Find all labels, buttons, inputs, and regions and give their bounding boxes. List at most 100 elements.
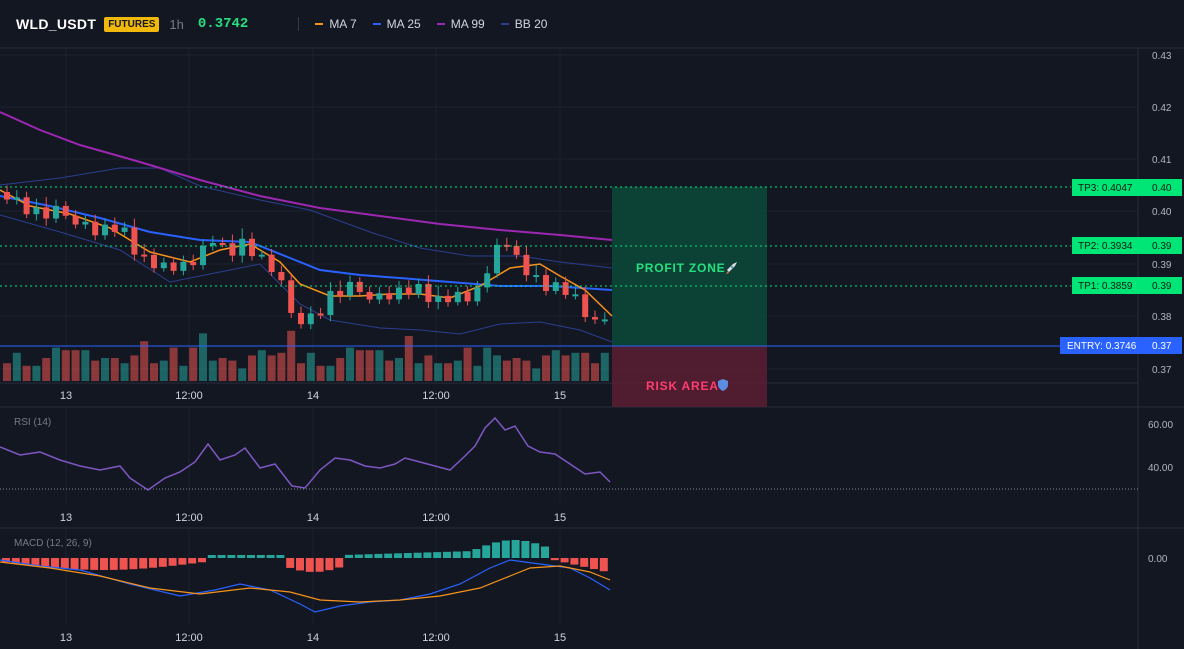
legend-ma25[interactable]: MA 25: [372, 17, 421, 31]
volume-bar: [32, 365, 41, 381]
profit-zone-label: PROFIT ZONE: [636, 261, 725, 275]
macd-histogram-bar: [256, 555, 265, 558]
time-tick: 13: [60, 390, 72, 402]
macd-histogram-bar: [80, 558, 89, 570]
volume-bar: [591, 363, 599, 381]
candle-body: [601, 319, 608, 322]
time-tick: 13: [60, 632, 72, 644]
legend-bb20[interactable]: BB 20: [500, 17, 548, 31]
macd-histogram-bar: [266, 555, 275, 558]
candle-body: [572, 294, 579, 297]
candle-body: [562, 282, 569, 295]
candle-body: [298, 312, 304, 325]
volume-bar: [336, 358, 345, 381]
macd-histogram-bar: [129, 558, 138, 570]
volume-bars: [3, 330, 609, 381]
moving-averages: [0, 111, 613, 317]
macd-histogram-bar: [21, 558, 30, 565]
volume-bar: [101, 358, 109, 381]
macd-histogram-bar: [109, 558, 118, 570]
candle-body: [160, 262, 167, 269]
macd-histogram-bar: [31, 558, 40, 566]
shield-icon: [718, 379, 728, 391]
rsi-path: [0, 416, 611, 491]
line-swatch-icon: [500, 23, 509, 25]
candle-body: [121, 227, 128, 232]
volume-bar: [326, 365, 335, 381]
macd-histogram-bar: [286, 558, 295, 568]
macd-histogram-bar: [472, 549, 481, 558]
candle-body: [337, 290, 344, 296]
rsi-line: [0, 416, 611, 491]
macd-histogram-bar: [433, 552, 442, 558]
symbol-name[interactable]: WLD_USDT: [16, 16, 97, 32]
legend-ma7[interactable]: MA 7: [315, 17, 357, 31]
macd-histogram-bar: [364, 554, 373, 558]
candle-body: [151, 254, 157, 269]
candle-body: [111, 224, 118, 232]
macd-histogram-bar: [158, 558, 167, 567]
macd-histogram-bar: [305, 558, 314, 572]
indicator-legend: MA 7 MA 25 MA 99 BB 20: [315, 17, 563, 31]
risk-zone[interactable]: [612, 346, 767, 407]
volume-bar: [208, 360, 217, 381]
macd-histogram-bar: [119, 558, 128, 570]
legend-ma99[interactable]: MA 99: [436, 17, 485, 31]
candle-body: [523, 254, 530, 276]
macd-histogram-bar: [443, 551, 451, 558]
candle-body: [4, 192, 10, 200]
time-tick: 12:00: [422, 390, 450, 402]
volume-bar: [512, 358, 521, 381]
tp2-axis-box: [1142, 237, 1182, 254]
macd-histogram-bar: [51, 558, 59, 568]
timeframe-selector[interactable]: 1h: [169, 16, 184, 32]
futures-badge: FUTURES: [104, 16, 160, 32]
macd-histogram-bar: [198, 558, 206, 563]
candle-body: [200, 245, 206, 266]
macd-histogram-bar: [41, 558, 50, 567]
macd-histogram-bar: [482, 545, 491, 558]
volume-bar: [463, 347, 472, 381]
macd-histogram-bar: [580, 558, 589, 567]
volume-bar: [179, 365, 188, 381]
volume-bar: [571, 352, 580, 381]
volume-bar: [414, 363, 423, 381]
volume-bar: [22, 365, 31, 381]
macd-histogram-bar: [374, 553, 383, 558]
candle-body: [307, 313, 314, 325]
candle-body: [53, 205, 59, 219]
macd-histogram-bar: [227, 555, 236, 558]
price-tick: 0.37: [1152, 365, 1172, 376]
macd-histogram-bar: [452, 551, 461, 558]
entry-label: ENTRY: 0.3746: [1067, 341, 1137, 352]
tp1-label-box: [1072, 277, 1142, 294]
volume-bar: [130, 355, 139, 381]
candle-body: [592, 317, 598, 320]
candlesticks: [4, 185, 608, 330]
candle-body: [513, 245, 520, 255]
macd-histogram-bar: [90, 558, 99, 570]
candle-body: [552, 282, 559, 291]
macd-histogram-bar: [207, 555, 216, 558]
profit-zone[interactable]: [612, 187, 767, 346]
macd-histogram-bar: [492, 542, 500, 558]
candle-body: [180, 261, 187, 271]
macd-histogram-bar: [139, 558, 148, 569]
volume-bar: [42, 358, 51, 381]
time-tick: 15: [554, 632, 566, 644]
volume-bar: [277, 352, 286, 381]
candle-body: [347, 281, 353, 296]
legend-label: BB 20: [514, 17, 548, 31]
candle-body: [317, 313, 324, 316]
candle-body: [425, 284, 432, 302]
volume-bar: [424, 355, 433, 381]
bb-upper: [0, 167, 613, 269]
volume-bar: [473, 365, 482, 381]
candle-body: [396, 287, 402, 300]
volume-bar: [297, 363, 305, 381]
macd-histogram-bar: [149, 558, 157, 568]
macd-histogram-bar: [560, 558, 569, 563]
candle-body: [219, 243, 226, 245]
volume-bar: [189, 347, 198, 381]
